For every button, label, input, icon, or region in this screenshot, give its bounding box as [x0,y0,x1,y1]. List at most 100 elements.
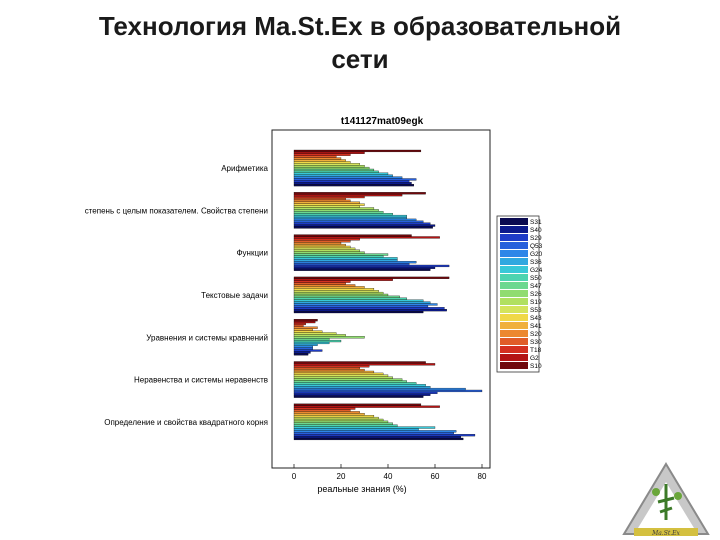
category-label: Арифметика [221,164,268,173]
chart-title: t141127mat09egk [341,116,424,127]
bar-S19-1 [293,207,375,210]
bar-S43-0 [293,161,351,164]
bar-S10-5 [293,361,426,364]
bar-S31-6 [293,437,464,441]
bar-G20-2 [293,261,417,264]
bar-G24-5 [293,384,426,387]
bar-S40-4 [293,351,311,354]
category-label: Функции [236,249,268,258]
bar-G24-0 [293,172,389,175]
legend-swatch [500,282,528,289]
bar-S53-5 [293,374,389,377]
category-label: степень с целым показателем. Свойства ст… [85,206,268,215]
legend-swatch [500,250,528,257]
bar-S36-1 [293,216,407,220]
legend-label: S31 [530,219,542,226]
category-label: Уравнения и системы кравнений [146,333,268,342]
bar-G2-1 [293,194,403,197]
bar-Q53-4 [293,347,313,350]
bar-S10-1 [293,192,426,195]
bar-S29-5 [293,391,438,394]
bar-S41-0 [293,159,346,162]
bar-S40-2 [293,266,436,269]
bar-S20-0 [293,157,342,160]
bar-S31-5 [293,395,424,398]
bar-T18-0 [293,153,351,156]
bar-S50-3 [293,297,407,300]
bar-S41-6 [293,413,365,416]
bar-S47-5 [293,380,407,383]
legend-label: G2 [530,355,539,362]
bar-S36-4 [293,343,318,346]
bar-S31-3 [293,310,424,314]
bar-S10-4 [293,319,318,322]
bar-S41-3 [293,286,365,289]
bar-S47-6 [293,422,393,425]
legend-label: S36 [530,259,542,266]
bar-S20-5 [293,368,365,372]
bar-G24-1 [293,214,407,218]
legend-label: Q53 [530,243,543,250]
bar-S36-0 [293,174,393,177]
bar-S53-2 [293,247,356,250]
bar-S43-2 [293,245,351,249]
bar-G24-6 [293,426,436,429]
legend-swatch [500,354,528,361]
bar-S20-6 [293,411,360,414]
bar-G2-2 [293,236,440,239]
legend-label: S47 [530,283,542,290]
x-axis: 0 20 40 60 80 [292,464,487,481]
legend-label: T18 [530,347,542,354]
bar-S41-1 [293,201,360,204]
bar-G20-1 [293,218,417,221]
slide-title-line-1: Технология Ma.St.Ex в образовательной [98,11,622,41]
bar-S26-2 [293,251,365,254]
bar-S36-5 [293,386,431,389]
legend-label: S41 [530,323,542,330]
legend-label: S50 [530,275,542,282]
category-label: Текстовые задачи [201,291,268,300]
bar-G20-3 [293,303,438,306]
category-label: Определение и свойства квадратного корня [104,418,268,427]
legend-swatch [500,362,528,369]
bars [293,149,483,441]
bar-G20-4 [293,345,313,348]
bar-S30-6 [293,409,351,412]
legend-swatch [500,258,528,265]
bar-S41-2 [293,243,346,247]
bar-G20-5 [293,387,466,391]
bar-S10-3 [293,276,450,279]
bar-S26-0 [293,166,370,170]
bar-S26-3 [293,293,389,297]
legend-label: S30 [530,339,542,346]
bar-G2-3 [293,278,393,281]
bar-S50-5 [293,382,417,385]
bar-T18-4 [293,322,306,326]
bar-S26-4 [293,336,365,339]
legend-swatch [500,322,528,329]
legend-label: S43 [530,315,542,322]
bar-S29-0 [293,180,410,183]
bar-S41-5 [293,370,375,374]
bar-S40-5 [293,393,431,396]
bar-S40-1 [293,224,436,227]
bar-S29-6 [293,434,476,437]
bar-S30-0 [293,155,337,158]
bar-S26-5 [293,378,403,381]
bar-G2-4 [293,320,316,324]
bar-S40-3 [293,309,447,312]
bar-S47-3 [293,295,400,298]
category-label: Неравенства и системы неравенств [134,376,268,385]
bar-G24-3 [293,299,424,302]
bar-S29-1 [293,222,431,225]
bar-S36-2 [293,259,398,262]
bar-S43-1 [293,203,365,206]
legend-swatch [500,290,528,297]
bar-S50-0 [293,170,379,173]
x-tick-label: 40 [384,472,393,481]
bar-T18-3 [293,280,351,283]
bar-S10-6 [293,403,422,406]
bar-G2-6 [293,405,440,408]
slide-title: Технология Ma.St.Ex в образовательной се… [0,10,720,76]
bar-S19-0 [293,165,365,168]
